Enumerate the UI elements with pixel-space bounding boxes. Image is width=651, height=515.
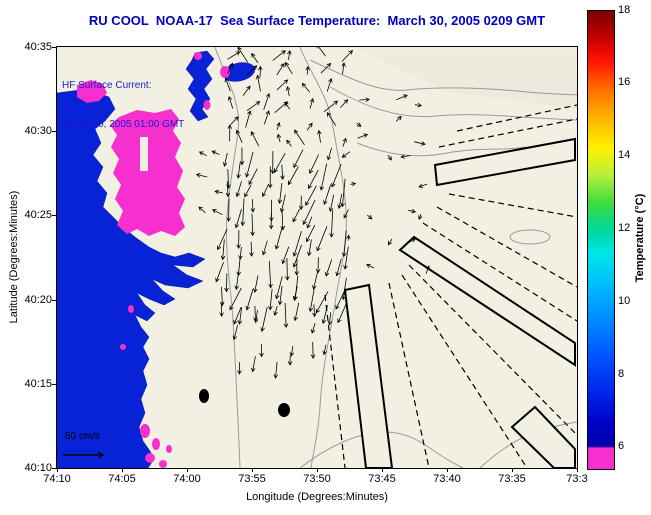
tick-mark: [382, 468, 383, 472]
scale-arrow: [63, 451, 105, 459]
x-tick-label: 74:05: [108, 473, 136, 485]
map-plot-area: HF Surface Current: March 30, 2005 01:00…: [56, 46, 578, 469]
tick-mark: [122, 468, 123, 472]
tick-mark: [317, 468, 318, 472]
tick-mark: [52, 131, 56, 132]
y-tick-label: 40:30: [24, 125, 52, 138]
colorbar-tick-label: 14: [618, 149, 631, 162]
tick-mark: [52, 300, 56, 301]
x-tick-label: 73:40: [433, 473, 461, 485]
shipping-lane-dashed-boundaries: [324, 104, 577, 468]
y-tick-label: 40:15: [24, 377, 52, 390]
figure-title: RU COOL NOAA-17 Sea Surface Temperature:…: [88, 13, 546, 28]
annotation-line2: March 30, 2005 01:00 GMT: [62, 119, 185, 130]
colorbar-tick-label: 10: [618, 294, 631, 307]
x-tick-label: 73:35: [498, 473, 526, 485]
x-tick-label: 73:45: [368, 473, 396, 485]
tick-mark: [512, 468, 513, 472]
scale-arrow-label: 50 cm/s: [65, 431, 101, 442]
colorbar-tick-label: 18: [618, 3, 631, 16]
separation-zone-polygons: [343, 137, 576, 468]
colorbar-label: Temperature (°C): [634, 193, 646, 283]
y-tick-label: 40:20: [24, 293, 52, 306]
cold-water-region: [57, 50, 256, 468]
x-axis-label: Longitude (Degrees:Minutes): [246, 491, 388, 503]
tick-mark: [577, 468, 578, 472]
colorbar: [587, 10, 615, 470]
colorbar-tick-label: 12: [618, 221, 631, 234]
tick-mark: [252, 468, 253, 472]
y-axis-label: Latitude (Degrees:Minutes): [8, 190, 20, 324]
x-tick-label: 74:10: [43, 473, 71, 485]
tick-mark: [52, 215, 56, 216]
hf-current-annotation: HF Surface Current: March 30, 2005 01:00…: [62, 53, 184, 157]
x-tick-label: 73:50: [303, 473, 331, 485]
colorbar-tick-label: 8: [618, 367, 625, 380]
y-tick-label: 40:25: [24, 209, 52, 222]
x-tick-label: 73:3: [566, 473, 588, 485]
land-notch: [140, 137, 148, 171]
tick-mark: [52, 384, 56, 385]
annotation-line1: HF Surface Current:: [62, 80, 152, 91]
tick-mark: [187, 468, 188, 472]
tick-mark: [57, 468, 58, 472]
x-tick-label: 74:00: [173, 473, 201, 485]
tick-mark: [52, 468, 56, 469]
tick-mark: [447, 468, 448, 472]
coldest-water-region: [77, 52, 230, 468]
y-tick-label: 40:35: [24, 41, 52, 53]
sst-map-canvas: [57, 47, 577, 468]
current-vector-arrows: [195, 47, 430, 379]
colorbar-tick-label: 16: [618, 76, 631, 89]
colorbar-tick-label: 6: [618, 440, 625, 453]
x-tick-label: 73:55: [238, 473, 266, 485]
light-shade-region: [357, 49, 577, 109]
tick-mark: [52, 47, 56, 48]
y-tick-label: 40:10: [24, 462, 52, 474]
station-markers: [199, 389, 290, 417]
